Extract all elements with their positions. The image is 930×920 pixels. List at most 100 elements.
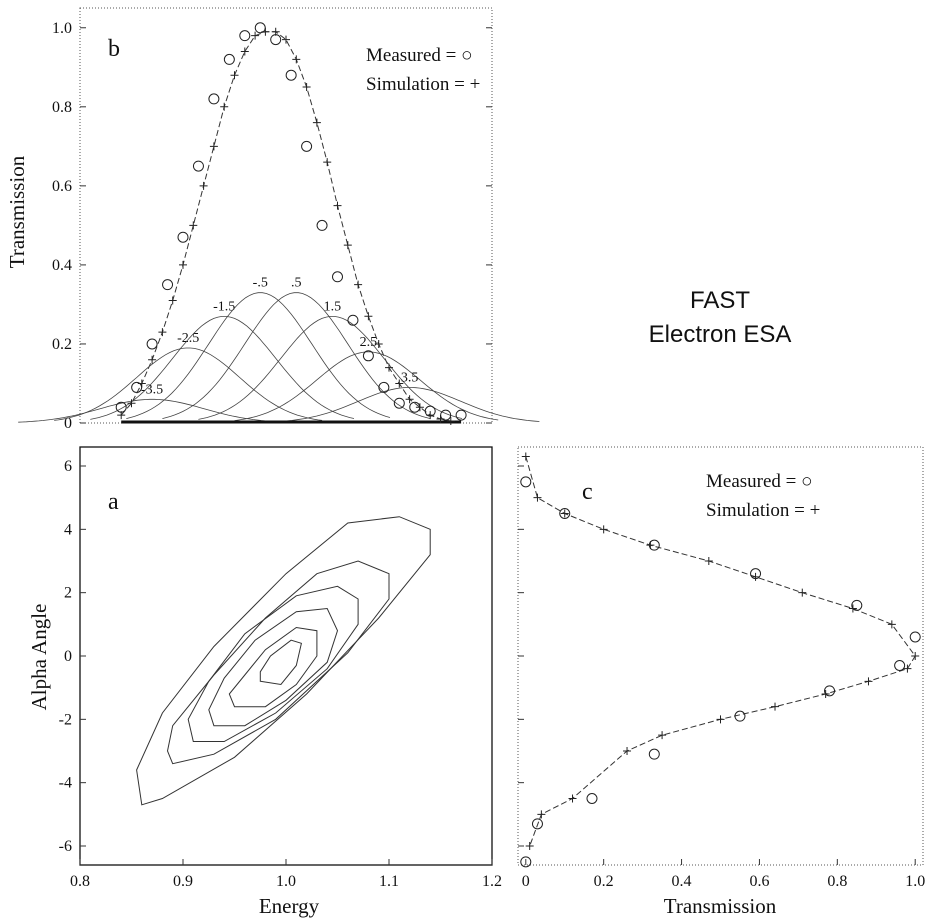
panel-b-legend-simulation: Simulation = + [366, 74, 480, 95]
panel-c-measured-point [531, 818, 543, 830]
panel-c-simulation-point [716, 715, 725, 724]
panel-c-simulation-point [771, 702, 780, 711]
panel-b-simulation-point [189, 221, 198, 230]
panel-b-measured-point [270, 34, 282, 46]
panel-b-measured-point [239, 30, 251, 42]
panel-b-envelope-curve [120, 31, 451, 422]
panel-c-simulation-point [560, 509, 569, 518]
panel-b-component-label: -1.5 [213, 299, 235, 314]
panel-b-measured-point [316, 219, 328, 231]
panel-a-xtick-label: 1.0 [276, 873, 296, 890]
panel-b-component-label: 1.5 [324, 299, 342, 314]
panel-a-xtick-label: 1.1 [379, 873, 399, 890]
panel-b-simulation-point [333, 201, 342, 210]
panel-a-ytick-label: -4 [59, 775, 72, 792]
panel-b: 0 0.2 0.4 0.6 0.8 1.0 -3.5 -2.5 -1.5 -.5 .5 1.5 2.5… [5, 7, 540, 432]
panel-b-simulation-point [158, 328, 167, 337]
panel-c-measured-point [909, 631, 921, 643]
panel-a-xtick-label: 0.8 [70, 873, 90, 890]
panel-a-ylabel: Alpha Angle [27, 604, 51, 711]
panel-c-xlabel: Transmission [664, 894, 777, 918]
panel-b-simulation-point [385, 363, 393, 372]
panel-c-simulation-point [911, 652, 920, 660]
panel-b-component-curve [275, 387, 540, 423]
panel-b-simulation-point [415, 403, 424, 412]
panel-b-component-curve [18, 398, 282, 423]
panel-a-ytick-label: -2 [59, 711, 72, 728]
panel-b-simulation-point [374, 339, 383, 348]
panel-b-ytick-label: 0.8 [52, 99, 72, 116]
panel-b-component-label: 2.5 [360, 335, 378, 350]
panel-b-simulation-point [436, 415, 445, 424]
panel-a-contour [208, 607, 339, 727]
panel-c-legend-simulation: Simulation = + [706, 500, 820, 521]
panel-b-simulation-point [282, 35, 290, 44]
panel-c-measured-point [851, 599, 863, 611]
panel-b-measured-point [223, 53, 235, 65]
panel-b-measured-point [115, 401, 127, 413]
panel-c-simulation-point [658, 731, 667, 740]
panel-b-measured-point [146, 338, 158, 350]
panel-b-ytick-label: 0.2 [52, 336, 72, 353]
panel-b-measured-point [301, 140, 313, 152]
panel-b-simulation-point [251, 31, 260, 40]
panel-a-ytick-label: 4 [64, 521, 72, 538]
panel-b-simulation-point [117, 411, 126, 420]
panel-a-contour [228, 626, 318, 708]
panel-b-measured-point [208, 93, 220, 105]
panel-b-simulation-point [240, 47, 249, 56]
panel-c-xtick-label: 0.2 [594, 873, 614, 890]
panel-c-measured-point [520, 856, 532, 868]
panel-b-ytick-label: 1.0 [52, 20, 72, 37]
panel-b-component-label: 3.5 [401, 370, 419, 385]
panel-b-simulation-point [446, 417, 455, 426]
panel-c-measured-point [648, 748, 660, 760]
panel-b-simulation-point [426, 411, 435, 420]
panel-a-contour [259, 639, 302, 686]
panel-b-simulation-point [354, 280, 363, 289]
panel-c-simulation-point [848, 604, 857, 613]
panel-b-measured-point [332, 271, 343, 283]
panel-b-simulation-point [261, 27, 270, 36]
panel-b-simulation-point [292, 55, 301, 64]
panel-b-simulation-point [364, 312, 373, 321]
panel-b-ylabel: Transmission [5, 155, 29, 268]
panel-c-simulation-point [623, 747, 632, 755]
panel-c-simulation-point [521, 452, 530, 461]
panel-b-simulation-point [168, 296, 177, 305]
panel-c-simulation-point [568, 794, 577, 803]
panel-b-simulation-point [395, 379, 404, 388]
panel-b-simulation-point [323, 158, 332, 167]
panel-b-measured-point [347, 314, 359, 326]
panel-b-ytick-label: 0.6 [52, 178, 72, 195]
panel-a-ytick-label: 0 [64, 648, 72, 665]
panel-b-letter: b [108, 36, 120, 62]
panel-c-simulation-point [887, 620, 896, 629]
panel-b-simulation-point [220, 102, 229, 111]
panel-c-simulation-point [864, 677, 873, 686]
panel-c-simulation-point [704, 557, 713, 565]
panel-a: 0.8 0.9 1.0 1.1 1.2 -6 -4 -2 0 2 4 6 a Energy Alpha… [27, 446, 502, 918]
panel-b-ticks: 0 0.2 0.4 0.6 0.8 1.0 [52, 20, 492, 432]
panel-a-contours [136, 516, 431, 806]
panel-c-ticks: 0 0.2 0.4 0.6 0.8 1.0 [518, 465, 925, 890]
panel-b-measured-point [285, 69, 297, 81]
side-title-line2: Electron ESA [649, 321, 792, 348]
panel-a-ticks: 0.8 0.9 1.0 1.1 1.2 -6 -4 -2 0 2 4 6 [59, 458, 502, 890]
panel-a-xtick-label: 0.9 [173, 873, 193, 890]
panel-c-measured-point [520, 476, 532, 488]
panel-c-measured-point [734, 710, 746, 722]
panel-b-component-curve [162, 292, 431, 419]
panel-b-component-curve [54, 347, 323, 421]
panel-b-measured-point [177, 231, 189, 243]
panel-c-xtick-label: 0.6 [749, 873, 769, 890]
panel-b-component-curve [198, 316, 463, 420]
panel-b-measured-point [362, 350, 374, 362]
panel-c-letter: c [582, 479, 593, 505]
panel-c-simulation-point [903, 664, 912, 673]
panel-c-simulation-point [533, 493, 542, 502]
panel-c-xtick-label: 0.4 [672, 873, 692, 890]
panel-a-contour [136, 516, 431, 806]
panel-b-simulation-point [343, 241, 352, 250]
